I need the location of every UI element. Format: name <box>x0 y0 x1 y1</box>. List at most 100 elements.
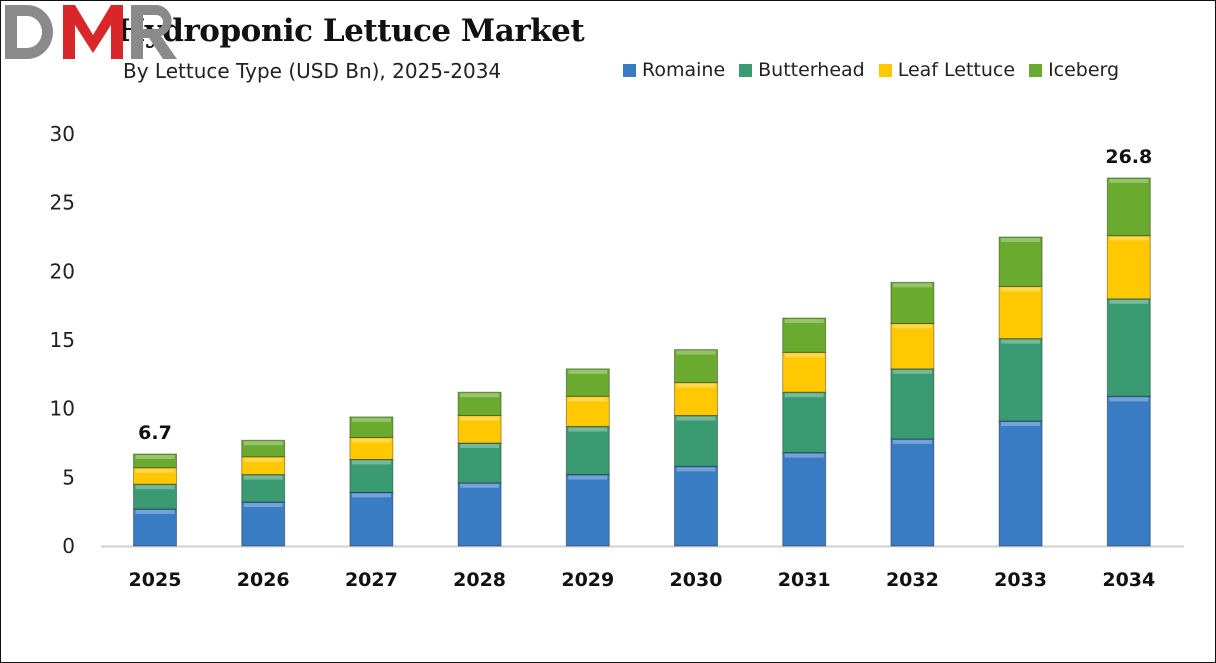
bar-bevel <box>784 453 824 458</box>
bar-segment <box>241 474 286 503</box>
bar-bevel <box>784 319 824 324</box>
legend-swatch <box>878 63 892 77</box>
bar-bevel <box>568 427 608 432</box>
x-tick-label: 2030 <box>670 569 723 591</box>
bar-bevel <box>784 353 824 358</box>
bar-bevel <box>568 369 608 374</box>
bar-bevel <box>568 397 608 402</box>
x-tick-label: 2034 <box>1102 569 1155 591</box>
bar-bevel <box>1001 422 1041 427</box>
bar-bevel <box>892 283 932 288</box>
bar-segment <box>565 474 610 547</box>
bar-bevel <box>460 416 500 421</box>
legend-swatch <box>623 63 636 77</box>
bar-segment <box>457 482 502 547</box>
bar-bevel <box>892 439 932 444</box>
bar-segment <box>890 323 935 370</box>
bar-segment <box>998 236 1043 287</box>
legend-item: Butterhead <box>739 59 865 81</box>
legend: Romaine Butterhead Leaf Lettuce Iceberg <box>623 59 1133 81</box>
bar-bevel <box>135 454 175 459</box>
bar-segment <box>782 317 827 353</box>
bar-bevel <box>351 438 391 443</box>
legend-label: Iceberg <box>1048 59 1120 81</box>
bar-segment <box>1106 298 1151 397</box>
bar-bevel <box>568 475 608 480</box>
bar-bevel <box>460 444 500 448</box>
bar-segment <box>674 415 718 467</box>
bar-bevel <box>1001 238 1041 242</box>
bar-segment <box>241 439 286 458</box>
x-tick-label: 2031 <box>778 569 831 591</box>
bar-bevel <box>1001 339 1041 344</box>
bar-bevel <box>1109 178 1149 183</box>
bar-segment <box>890 438 935 547</box>
bar-segment <box>782 391 827 454</box>
bar-segment <box>457 415 502 444</box>
legend-swatch <box>1029 63 1043 77</box>
bar-segment <box>1106 177 1151 237</box>
bar-segment <box>241 501 286 547</box>
bar-bevel <box>676 416 716 421</box>
bar-segment <box>349 458 394 493</box>
legend-item: Leaf Lettuce <box>878 59 1016 81</box>
bar-bevel <box>784 393 824 398</box>
x-tick-label: 2033 <box>994 569 1047 591</box>
x-tick-label: 2027 <box>345 569 398 591</box>
x-tick-label: 2028 <box>453 569 506 591</box>
bar-segment <box>565 395 610 428</box>
legend-item: Romaine <box>623 59 725 81</box>
bar-bevel <box>460 483 500 488</box>
y-tick-label: 20 <box>50 259 75 283</box>
bar-bevel <box>676 467 716 472</box>
legend-label: Butterhead <box>758 59 865 81</box>
bar-bevel <box>351 417 391 422</box>
y-tick-label: 30 <box>50 122 75 146</box>
bar-segment <box>349 491 394 547</box>
bar-segment <box>133 453 177 469</box>
y-tick-label: 15 <box>50 328 75 352</box>
bar-bevel <box>351 460 391 465</box>
bar-bevel <box>1109 236 1149 241</box>
bar-bevel <box>676 383 716 388</box>
legend-label: Romaine <box>642 59 726 81</box>
bar-segment <box>565 426 610 476</box>
bar-segment <box>457 391 502 417</box>
y-tick-label: 25 <box>50 191 75 215</box>
bar-segment <box>674 465 718 547</box>
bar-bevel <box>892 369 932 374</box>
chart-subtitle: By Lettuce Type (USD Bn), 2025-2034 <box>123 59 502 83</box>
bar-bevel <box>1109 397 1149 402</box>
bar-segment <box>998 285 1043 340</box>
bar-bevel <box>243 441 283 446</box>
bar-bevel <box>460 393 500 398</box>
x-tick-label: 2032 <box>886 569 939 591</box>
bar-segment <box>782 452 827 547</box>
bar-bevel <box>351 493 391 498</box>
bar-segment <box>457 442 502 484</box>
dmr-logo <box>5 5 177 59</box>
bar-segment <box>890 281 935 325</box>
bar-segment <box>674 349 718 384</box>
legend-swatch <box>739 63 753 77</box>
bar-segment <box>998 338 1043 422</box>
bar-segment <box>349 416 394 439</box>
x-tick-label: 2025 <box>129 569 182 591</box>
data-label: 6.7 <box>138 422 172 444</box>
bar-bevel <box>1109 299 1149 304</box>
bar-bevel <box>135 509 175 514</box>
x-tick-label: 2026 <box>237 569 290 591</box>
legend-item: Iceberg <box>1029 59 1119 81</box>
legend-label: Leaf Lettuce <box>897 59 1016 81</box>
bar-bevel <box>135 485 175 490</box>
bar-segment <box>890 368 935 440</box>
bar-bevel <box>1001 287 1041 292</box>
bar-bevel <box>243 503 283 508</box>
bar-bevel <box>892 324 932 329</box>
bar-segment <box>998 420 1043 547</box>
bar-segment <box>782 351 827 393</box>
y-tick-label: 0 <box>62 534 75 558</box>
bar-bevel <box>676 350 716 355</box>
